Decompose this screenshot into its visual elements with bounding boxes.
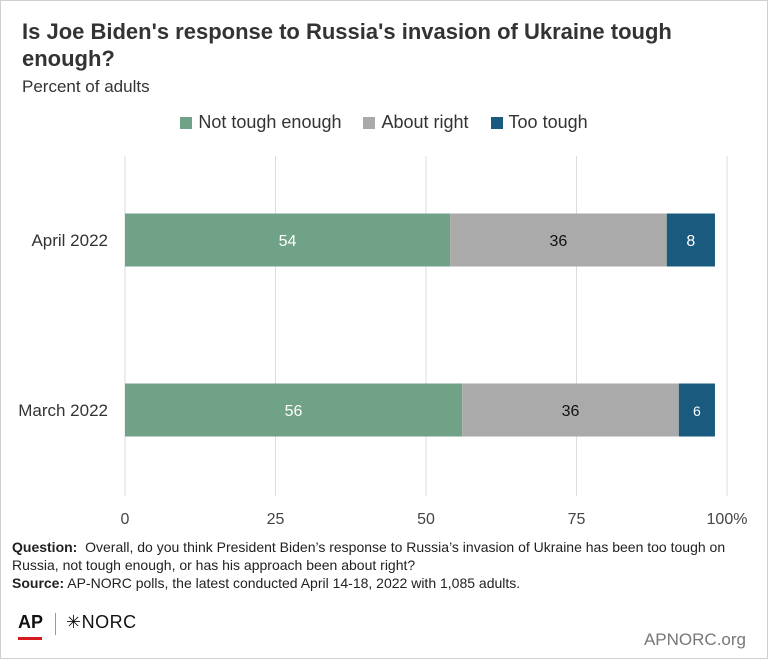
norc-logo: ✳NORC <box>66 612 137 633</box>
source-label: Source: <box>12 575 65 591</box>
data-label: 6 <box>693 403 701 419</box>
x-tick-label: 75 <box>568 511 586 528</box>
data-label: 8 <box>686 233 695 250</box>
chart-title: Is Joe Biden's response to Russia's inva… <box>22 19 672 71</box>
norc-label: NORC <box>81 612 137 632</box>
data-label: 36 <box>550 233 568 250</box>
site-label: APNORC.org <box>643 630 746 649</box>
bar-chart: 0 25 50 75 100% April 2022 54 36 8 March 2022 56 36… <box>18 156 748 528</box>
x-tick-label: 25 <box>267 511 285 528</box>
legend-swatch <box>363 116 376 129</box>
question-note: Question: Overall, do you think Presiden… <box>12 538 752 574</box>
legend-swatch <box>180 116 193 129</box>
chart-subtitle: Percent of adults <box>22 77 150 96</box>
data-label: 54 <box>279 233 297 250</box>
category-label: March 2022 <box>18 401 108 420</box>
legend-item-not-tough-enough: Not tough enough <box>180 112 341 133</box>
question-label: Question: <box>12 539 78 555</box>
legend-item-too-tough: Too tough <box>490 112 588 133</box>
x-tick-label: 50 <box>417 511 435 528</box>
logo-divider <box>55 613 56 635</box>
x-tick-label: 0 <box>121 511 130 528</box>
bar-segment <box>450 213 667 267</box>
source-note: Source: AP-NORC polls, the latest conduc… <box>12 574 752 592</box>
legend-item-about-right: About right <box>363 112 469 133</box>
source-text: AP-NORC polls, the latest conducted Apri… <box>67 575 521 591</box>
legend-swatch <box>490 116 503 129</box>
category-label: April 2022 <box>31 231 108 250</box>
legend-label: About right <box>381 112 469 132</box>
bar-segment <box>125 383 463 437</box>
data-label: 36 <box>562 403 580 420</box>
legend-label: Not tough enough <box>198 112 342 132</box>
bar-segment <box>125 213 451 267</box>
x-tick-label: 100% <box>707 511 748 528</box>
norc-mark-icon: ✳ <box>66 612 82 632</box>
bar-segment <box>666 213 715 267</box>
legend: Not tough enough About right Too tough <box>0 112 768 133</box>
ap-logo-underline <box>18 637 42 640</box>
bar-segment <box>678 383 715 437</box>
chart-footer: Question: Overall, do you think Presiden… <box>12 538 752 592</box>
question-text: Overall, do you think President Biden’s … <box>12 539 726 573</box>
legend-label: Too tough <box>508 112 588 132</box>
bar-segment <box>462 383 679 437</box>
ap-logo: AP <box>18 612 44 632</box>
data-label: 56 <box>285 403 303 420</box>
